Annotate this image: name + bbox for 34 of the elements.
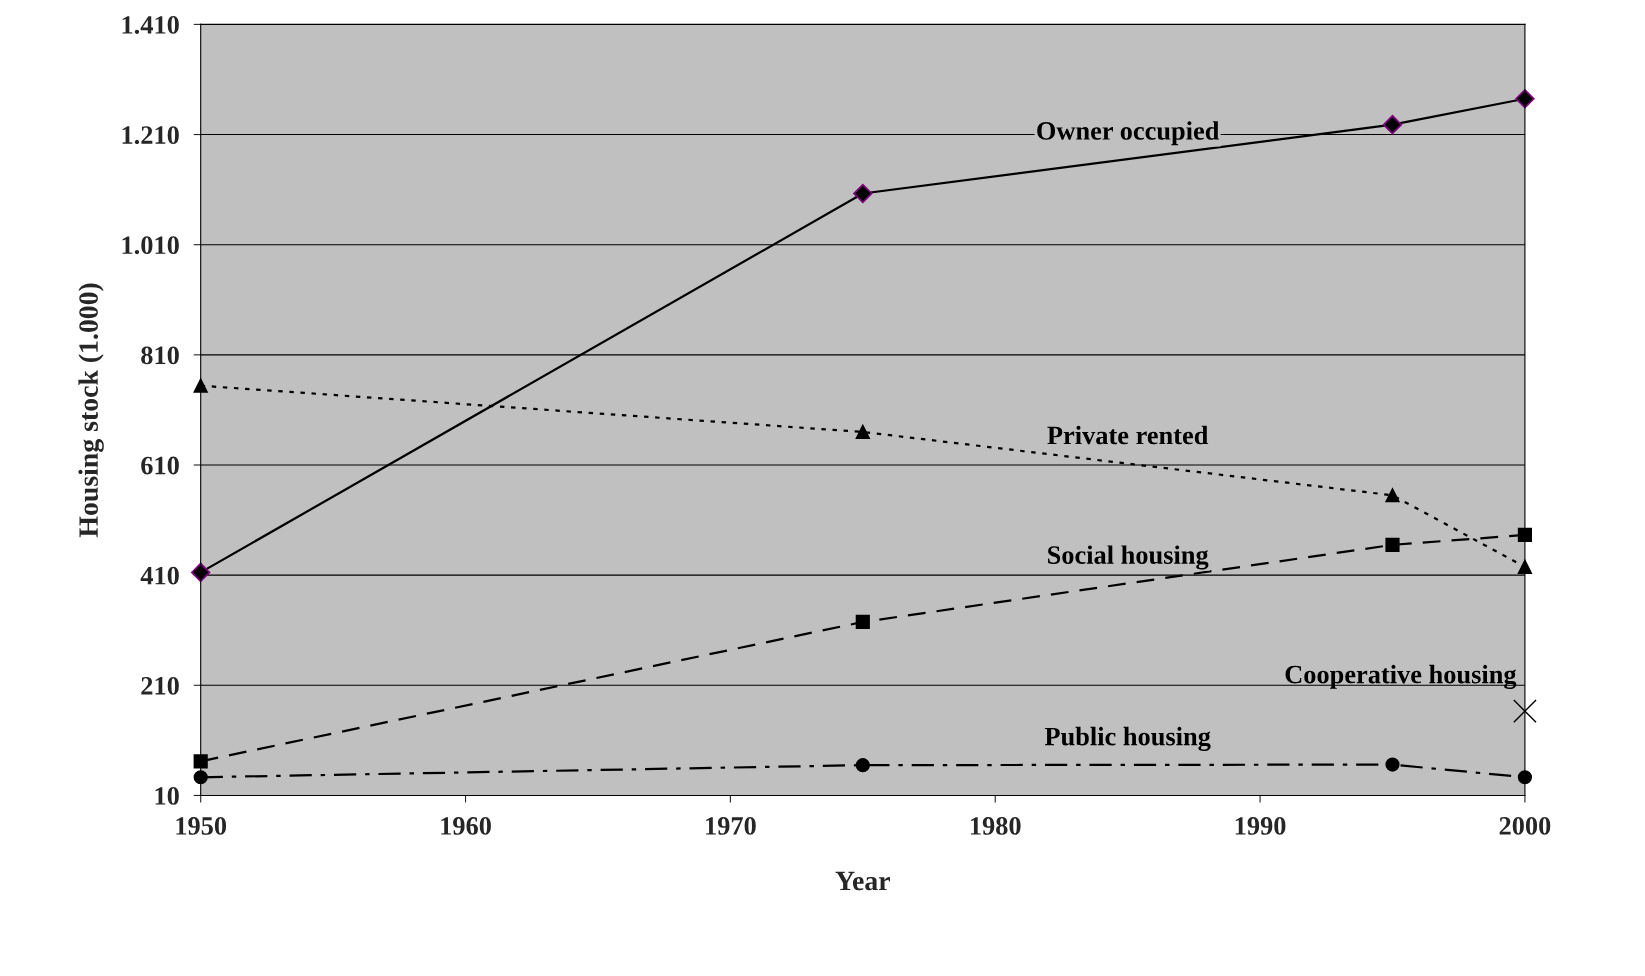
y-tick-label: 210 — [141, 676, 179, 695]
x-tick-label: 1990 — [1235, 817, 1286, 835]
x-tick-label: 1950 — [176, 817, 227, 835]
x-tick-label: 2000 — [1499, 817, 1551, 835]
point — [1385, 757, 1400, 772]
y-tick-label: 1.010 — [122, 236, 179, 255]
y-axis-title: Housing stock (1.000) — [78, 283, 104, 538]
point — [853, 183, 873, 204]
point — [1385, 537, 1400, 552]
point — [855, 758, 870, 773]
y-tick-label: 1.210 — [122, 126, 179, 145]
point — [1382, 114, 1403, 135]
series-label: Private rented — [1047, 425, 1209, 445]
point — [1513, 699, 1537, 723]
y-tick-label: 1.410 — [122, 16, 179, 34]
series-label: Public housing — [1044, 726, 1211, 751]
x-tick-label: 1970 — [706, 817, 756, 835]
x-axis-title: Year — [835, 871, 890, 891]
x-tick-label: 1960 — [441, 817, 491, 835]
series-label: Cooperative housing — [1285, 664, 1517, 689]
y-tick-label: 810 — [141, 346, 179, 365]
point — [193, 770, 208, 785]
y-tick-label: 10 — [155, 787, 179, 805]
x-tick-label: 1980 — [970, 817, 1021, 835]
point — [193, 754, 208, 769]
point — [193, 378, 208, 393]
series-label: Owner occupied — [1037, 121, 1220, 146]
y-tick-label: 610 — [141, 456, 179, 475]
y-tick-label: 410 — [140, 566, 179, 585]
series-label: Social housing — [1048, 545, 1209, 570]
point — [855, 614, 870, 630]
point — [855, 424, 870, 440]
point — [191, 562, 211, 583]
point — [1385, 488, 1400, 503]
